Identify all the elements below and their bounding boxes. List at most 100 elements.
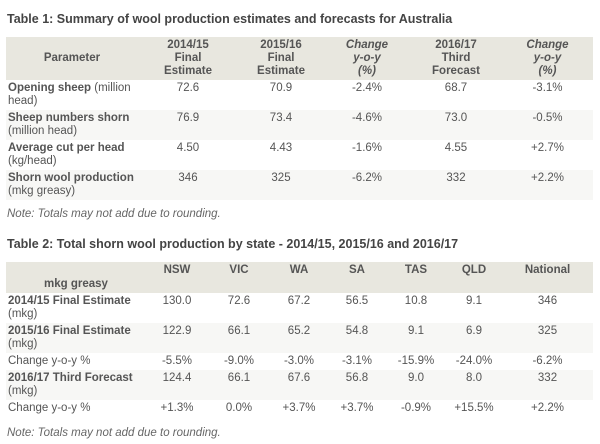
- table-row: Change y-o-y % -5.5% -9.0% -3.0% -3.1% -15.9%…: [6, 353, 593, 370]
- table2-header-1: NSW: [146, 262, 208, 293]
- table-cell: 54.8: [328, 323, 386, 353]
- table-cell: 66.1: [208, 370, 270, 400]
- table-cell: 130.0: [162, 295, 192, 307]
- table1-header-1: 2014/15 Final Estimate: [138, 37, 238, 80]
- row-unit: (mkg greasy): [8, 185, 76, 197]
- header-line: y-o-y: [353, 52, 381, 64]
- table-row: Change y-o-y % +1.3% 0.0% +3.7% +3.7% -0.9% +1…: [6, 400, 593, 417]
- table-cell: 325: [502, 323, 593, 353]
- table-cell: -5.5%: [161, 355, 193, 367]
- header-line: 2015/16: [260, 39, 302, 51]
- table-cell: -15.9%: [397, 355, 435, 367]
- table2-title: Table 2: Total shorn wool production by …: [7, 237, 459, 251]
- table2-header-5: TAS: [386, 262, 446, 293]
- table-row: 2014/15 Final Estimate (mkg) 130.0 72.6 67.…: [6, 293, 593, 323]
- row-name: Change y-o-y %: [8, 402, 91, 414]
- table-cell: -1.6%: [351, 142, 383, 154]
- table-cell: 4.55: [444, 142, 468, 154]
- table-cell: 56.5: [345, 295, 369, 307]
- row-label: 2016/17 Third Forecast (mkg): [6, 370, 146, 400]
- table-row: Sheep numbers shorn (million head) 76.9 73…: [6, 110, 593, 140]
- table-cell: 4.43: [269, 142, 293, 154]
- table-cell: 346: [537, 295, 558, 307]
- table-cell: 8.0: [446, 370, 502, 400]
- table-cell: +2.7%: [531, 142, 564, 154]
- row-unit: (mkg): [8, 385, 38, 397]
- table-cell: -24.0%: [455, 355, 493, 367]
- table-cell: -0.5%: [502, 110, 593, 140]
- header-line: 2016/17: [435, 39, 477, 51]
- table1-header-3: Change y-o-y (%): [324, 37, 410, 80]
- table-row: Opening sheep (million head) 72.6 70.9 -2.4…: [6, 80, 593, 110]
- table-cell: 73.0: [410, 110, 502, 140]
- row-label: Change y-o-y %: [6, 353, 146, 370]
- header-line: Final: [267, 52, 295, 64]
- table-cell: 346: [138, 170, 238, 200]
- header-line: Estimate: [164, 65, 212, 77]
- row-label: 2014/15 Final Estimate (mkg): [6, 293, 146, 323]
- row-name: Average cut per head: [8, 142, 125, 154]
- row-unit: (mkg): [8, 308, 38, 320]
- table2-header-2: VIC: [208, 262, 270, 293]
- row-unit: (million head): [8, 125, 78, 137]
- table-cell: 72.6: [176, 82, 200, 94]
- table-cell: +15.5%: [454, 402, 494, 414]
- table-cell: -3.1%: [341, 355, 373, 367]
- table1: Parameter 2014/15 Final Estimate 2015/16 Fina…: [6, 37, 593, 200]
- row-name: Sheep numbers shorn: [8, 112, 130, 124]
- table-cell: 0.0%: [225, 402, 253, 414]
- row-label: Change y-o-y %: [6, 400, 146, 417]
- table-cell: 122.9: [146, 323, 208, 353]
- table-cell: 325: [238, 170, 324, 200]
- header-line: (%): [358, 65, 376, 77]
- table-cell: +3.7%: [282, 402, 316, 414]
- table-cell: +2.2%: [531, 402, 564, 414]
- table-row: 2015/16 Final Estimate (mkg) 122.9 66.1 65.…: [6, 323, 593, 353]
- row-label: 2015/16 Final Estimate (mkg): [6, 323, 146, 353]
- row-label: Average cut per head (kg/head): [6, 140, 138, 170]
- table-cell: 6.9: [446, 323, 502, 353]
- table-row: Shorn wool production (mkg greasy) 346 325…: [6, 170, 593, 200]
- table-cell: 124.4: [146, 370, 208, 400]
- table-cell: 68.7: [444, 82, 468, 94]
- row-name: 2016/17 Third Forecast: [8, 372, 133, 384]
- table1-title: Table 1: Summary of wool production esti…: [7, 12, 453, 26]
- table-cell: 9.0: [386, 370, 446, 400]
- table-cell: +3.7%: [340, 402, 374, 414]
- header-line: (%): [538, 65, 557, 77]
- header-line: Estimate: [257, 65, 305, 77]
- table1-note: Note: Totals may not add due to rounding…: [7, 208, 221, 220]
- table-cell: 9.1: [386, 323, 446, 353]
- row-name: Shorn wool production: [8, 172, 134, 184]
- table-cell: 70.9: [269, 82, 293, 94]
- table1-header-4: 2016/17 Third Forecast: [410, 37, 502, 80]
- table-cell: 56.8: [328, 370, 386, 400]
- table-cell: -3.0%: [283, 355, 315, 367]
- table-cell: 76.9: [138, 110, 238, 140]
- row-name: Change y-o-y %: [8, 355, 91, 367]
- row-label: Shorn wool production (mkg greasy): [6, 170, 138, 200]
- table-row: Average cut per head (kg/head) 4.50 4.43 -1…: [6, 140, 593, 170]
- row-label: Opening sheep (million head): [6, 80, 138, 110]
- row-name: 2015/16 Final Estimate: [8, 325, 131, 337]
- table-cell: 72.6: [227, 295, 251, 307]
- table-cell: 4.50: [176, 142, 200, 154]
- row-unit: (mkg): [8, 338, 38, 350]
- table1-header-0: Parameter: [6, 37, 138, 80]
- table-cell: 66.1: [208, 323, 270, 353]
- header-line: Parameter: [43, 52, 101, 64]
- table-cell: 332: [502, 370, 593, 400]
- table2: mkg greasy NSW VIC WA SA TAS QLD National 2014/…: [6, 262, 593, 417]
- table2-header-3: WA: [270, 262, 328, 293]
- table-row: 2016/17 Third Forecast (mkg) 124.4 66.1 67.…: [6, 370, 593, 400]
- table-cell: 10.8: [404, 295, 428, 307]
- row-unit: (million head): [8, 82, 131, 107]
- table-cell: -9.0%: [223, 355, 255, 367]
- header-line: Change: [526, 39, 569, 51]
- table2-header-6: QLD: [446, 262, 502, 293]
- table1-header-5: Change y-o-y (%): [502, 37, 593, 80]
- table-cell: -3.1%: [532, 82, 563, 94]
- table-cell: +2.2%: [502, 170, 593, 200]
- header-line: Final: [174, 52, 202, 64]
- table-cell: -4.6%: [324, 110, 410, 140]
